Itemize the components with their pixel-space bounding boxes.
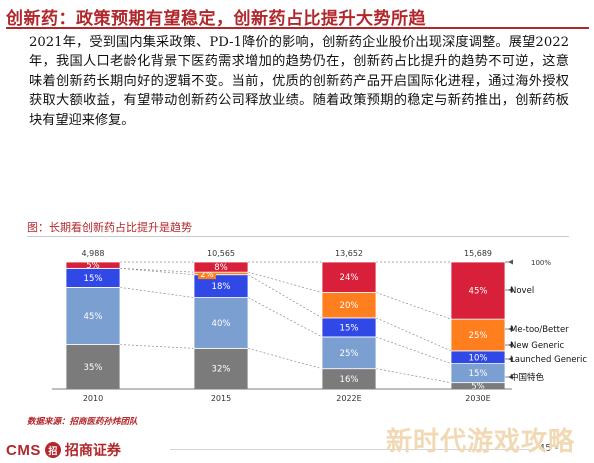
bar-segment: [65, 261, 121, 269]
data-label: 25%: [340, 349, 359, 359]
data-label: 20%: [340, 301, 359, 311]
data-label: 5%: [471, 382, 485, 392]
connector-line: [375, 292, 452, 320]
connector-line: [375, 336, 452, 364]
data-label: 8%: [214, 263, 228, 273]
data-label: 24%: [340, 273, 359, 283]
data-label: 35%: [84, 363, 103, 373]
connector-line: [119, 344, 195, 349]
legend-label: Novel: [510, 286, 534, 296]
legend-arrow-arrowhead: [508, 356, 513, 362]
connector-line: [247, 274, 323, 319]
data-source: 数据来源：招商医药孙炜团队: [27, 417, 138, 427]
connector-line: [247, 348, 323, 370]
total-label: 10,565: [207, 249, 235, 258]
brand-logo: CMS 招 招商证券: [6, 440, 121, 460]
logo-mark-icon: 招: [44, 442, 61, 458]
connector-line: [247, 271, 323, 293]
legend-arrow-arrowhead: [508, 342, 513, 348]
bar-segment: [193, 297, 249, 349]
data-label: 15%: [469, 369, 488, 379]
data-label: 16%: [340, 375, 359, 385]
data-label: 2%: [200, 270, 214, 280]
watermark-text: 新时代游戏攻略: [386, 427, 576, 457]
connector-line: [375, 368, 452, 383]
connector-line: [375, 317, 452, 352]
legend-label: Me-too/Better: [510, 325, 569, 335]
data-label: 5%: [86, 261, 100, 271]
bar-segment: [321, 292, 377, 319]
category-tick-label: 2010: [83, 394, 103, 403]
title-divider: [6, 27, 589, 29]
data-label: 45%: [469, 287, 488, 297]
logo-company-name: 招商证券: [64, 443, 121, 459]
data-label: 45%: [84, 312, 103, 322]
footer-divider: [170, 449, 530, 450]
page-title: 创新药：政策预期有望稳定，创新药占比提升大势所趋: [6, 9, 426, 29]
data-label: 25%: [469, 331, 488, 341]
connector-line: [119, 268, 195, 273]
total-label: 13,652: [335, 249, 363, 258]
connector-line: [119, 287, 195, 298]
legend-arrow-arrowhead: [508, 326, 513, 332]
bar-segment: [450, 318, 506, 352]
figure-caption: 图：长期看创新药占比提升是趋势: [27, 221, 192, 234]
legend-label: 中国特色: [510, 372, 545, 383]
total-label: 4,988: [82, 249, 105, 258]
category-tick-label: 2030E: [465, 394, 490, 403]
legend-label: New Generic: [510, 341, 565, 351]
legend-arrow-arrowhead: [508, 287, 513, 293]
connector-line: [247, 297, 323, 338]
data-label: 32%: [212, 365, 231, 375]
data-label: 10%: [469, 353, 488, 363]
legend-arrow-arrowhead: [508, 374, 513, 380]
connector-line: [119, 268, 195, 276]
data-label: 15%: [84, 274, 103, 284]
bar-segment: [65, 286, 121, 345]
bar-segment: [450, 261, 506, 320]
logo-brand-text: CMS: [6, 441, 41, 459]
data-label-bg: [198, 269, 216, 280]
total-label: 15,689: [464, 249, 492, 258]
body-paragraph: 2021年，受到国内集采政策、PD-1降价的影响，创新药企业股价出现深度调整。展…: [29, 35, 569, 128]
page-number: - 45 -: [532, 443, 559, 454]
data-label: 15%: [340, 323, 359, 333]
category-tick-label: 2015: [211, 394, 231, 403]
bar-segment: [321, 261, 377, 293]
category-tick-label: 2022E: [336, 394, 361, 403]
data-label: 18%: [212, 282, 231, 292]
bar-segment: [193, 261, 249, 273]
bar-segment: [321, 336, 377, 370]
legend-label: Launched Generic: [510, 355, 587, 365]
total-marker-arrow-arrowhead: [508, 259, 513, 265]
total-marker-label: 100%: [531, 259, 551, 267]
data-label: 40%: [212, 319, 231, 329]
figure-divider: [27, 236, 569, 237]
